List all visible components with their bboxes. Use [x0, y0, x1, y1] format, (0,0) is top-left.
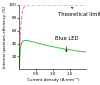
Text: Blue LED: Blue LED: [55, 36, 78, 52]
Y-axis label: Internal quantum efficiency (%): Internal quantum efficiency (%): [4, 6, 8, 68]
Text: Theoretical limit: Theoretical limit: [58, 7, 100, 17]
X-axis label: Current density (A·mm⁻²): Current density (A·mm⁻²): [27, 78, 79, 82]
